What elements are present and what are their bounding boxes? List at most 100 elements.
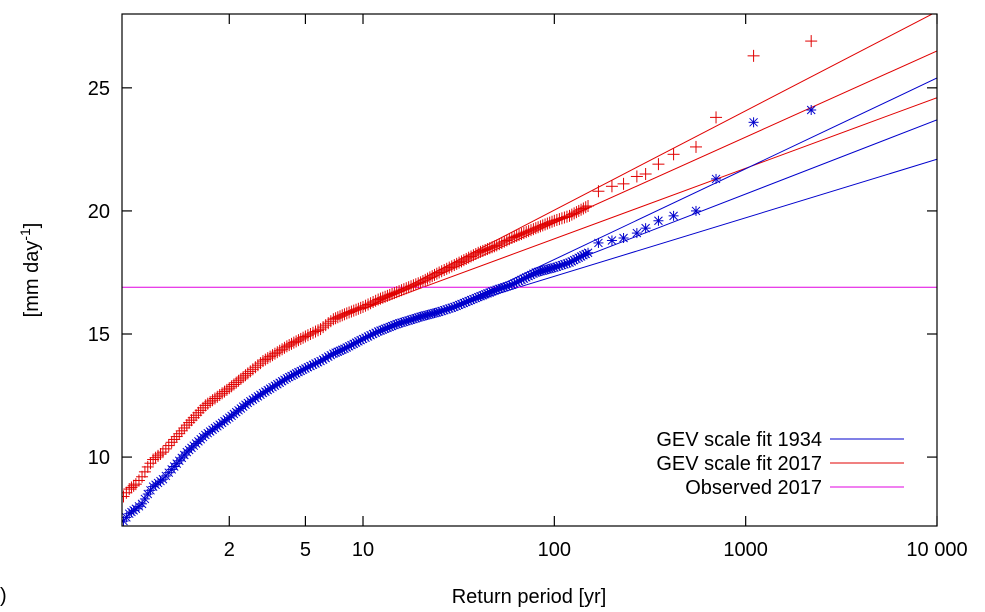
data-point [505,232,518,244]
data-point [354,301,367,314]
data-point [393,285,406,298]
data-point [510,230,523,243]
y-axis-label-superscript: -1 [17,228,33,241]
data-point [508,231,521,244]
data-point [405,280,418,293]
data-point [433,266,446,279]
data-point [273,344,286,357]
y-axis-label-end: ] [21,223,43,229]
data-point [558,211,571,224]
data-point [154,448,167,460]
data-point [568,207,581,220]
data-point [324,315,337,328]
x-tick-label: 1000 [723,539,768,561]
data-point [220,383,233,396]
data-point [352,302,365,315]
y-axis-label: [mm day-1] [17,223,43,318]
data-point [421,272,434,285]
data-point [555,212,568,225]
data-point [806,105,817,115]
data-point [617,177,630,190]
data-point [278,341,291,354]
data-point [159,442,172,455]
data-point [445,260,458,273]
data-point [340,307,353,320]
data-point [144,457,157,470]
data-point [364,297,377,310]
data-point [304,328,317,340]
data-point [472,246,485,259]
data-point [534,220,547,233]
data-point [397,283,410,296]
data-point [515,228,528,241]
data-point [264,350,277,363]
data-point [336,309,349,322]
data-point [469,248,482,260]
data-point [486,241,499,254]
marker-stroke [654,216,663,226]
data-point [593,237,604,248]
data-point [465,250,478,263]
data-point [206,394,219,407]
data-point [479,244,492,256]
data-point [290,335,303,348]
data-point [390,286,403,299]
data-point [175,424,188,437]
data-point [481,243,494,256]
data-point [192,406,205,419]
data-point [639,168,652,180]
data-point [261,352,274,365]
data-point [498,235,511,248]
marker-stroke [619,233,628,243]
x-tick-label: 100 [538,539,571,561]
data-point [173,427,186,440]
panel-label: ) [0,585,7,607]
data-point [347,304,360,317]
y-tick-label: 15 [88,324,110,346]
data-point [476,244,489,257]
data-point [283,339,296,352]
data-point [527,223,540,236]
data-point [460,252,473,265]
data-point [309,325,322,338]
data-point [443,261,456,274]
x-axis-label: Return period [yr] [452,586,607,608]
data-point [381,289,394,302]
marker-stroke [641,223,650,233]
data-point [386,288,399,300]
fit-line [362,97,937,310]
data-point [453,256,466,269]
data-point [168,433,181,446]
data-point [579,201,592,214]
data-point [156,446,169,459]
data-point [190,409,203,422]
data-point [383,288,396,301]
data-point [180,419,193,432]
y-axis-label-main: [mm day [21,241,43,318]
data-point [652,158,665,171]
series-1934 [122,105,817,526]
data-point [640,223,651,234]
data-point [513,229,526,242]
y-ticks-group: 10 15 20 25 [88,78,937,469]
data-point [280,340,293,353]
y-tick-label: 10 [88,447,110,469]
data-point [455,255,468,268]
data-point [572,204,585,217]
data-point [748,117,759,128]
data-point [618,233,629,243]
data-point [376,291,389,304]
data-point [165,436,178,449]
data-point [467,249,480,262]
data-point [285,337,298,350]
data-point [211,390,224,403]
data-point [268,347,281,360]
data-point [208,392,221,405]
data-point [522,225,535,238]
data-point [345,305,358,318]
data-point [435,265,448,278]
data-point [178,421,191,434]
data-point [536,219,549,232]
fit-line [454,158,937,308]
